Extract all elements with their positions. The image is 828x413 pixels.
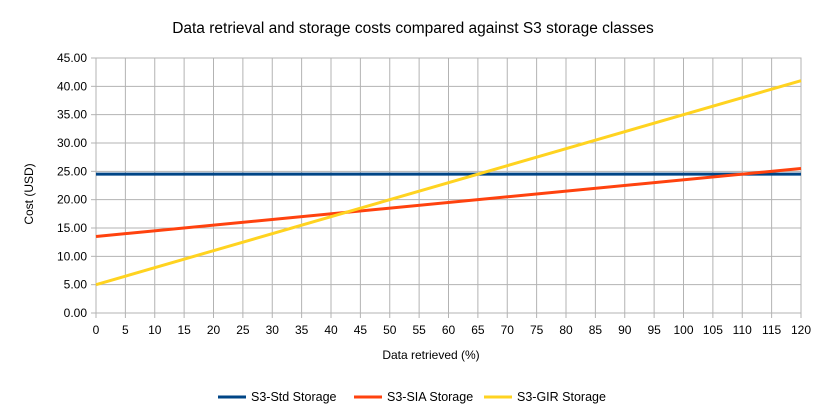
- series-line-3: [95, 79, 802, 287]
- legend-label: S3-Std Storage: [251, 390, 337, 404]
- x-tick-label: 115: [762, 323, 781, 337]
- x-tick-label: 50: [383, 323, 397, 337]
- y-tick-label: 15.00: [57, 221, 87, 235]
- y-tick-label: 5.00: [64, 278, 88, 292]
- legend-label: S3-SIA Storage: [387, 390, 473, 404]
- y-tick-label: 0.00: [64, 306, 88, 320]
- x-tick-label: 0: [93, 323, 100, 337]
- legend-label: S3-GIR Storage: [517, 390, 606, 404]
- y-tick-label: 35.00: [57, 108, 87, 122]
- x-tick-label: 105: [703, 323, 723, 337]
- y-tick-label: 45.00: [57, 51, 87, 65]
- x-tick-label: 80: [559, 323, 573, 337]
- x-tick-label: 15: [177, 323, 191, 337]
- x-tick-label: 90: [618, 323, 632, 337]
- x-tick-label: 35: [295, 323, 309, 337]
- y-tick-label: 10.00: [57, 249, 87, 263]
- x-tick-label: 110: [733, 323, 752, 337]
- y-tick-label: 25.00: [57, 164, 87, 178]
- legend: S3-Std Storage S3-SIA Storage S3-GIR Stora…: [218, 390, 606, 404]
- x-tick-label: 60: [442, 323, 456, 337]
- x-axis-title: Data retrieved (%): [382, 348, 479, 362]
- x-tick-label: 40: [324, 323, 338, 337]
- y-tick-label: 30.00: [57, 136, 87, 150]
- y-axis-title: Cost (USD): [22, 163, 36, 224]
- x-tick-label: 55: [412, 323, 426, 337]
- x-tick-label: 25: [236, 323, 250, 337]
- series-lines: [95, 79, 802, 287]
- series-line-2: [95, 167, 802, 238]
- axes: [91, 57, 802, 318]
- x-tick-label: 85: [589, 323, 603, 337]
- y-tick-labels: 0.00 5.00 10.00 15.00 20.00 25.00 30.00 35.00 40…: [57, 51, 87, 320]
- x-tick-label: 20: [207, 323, 221, 337]
- x-tick-label: 45: [354, 323, 368, 337]
- x-tick-label: 10: [148, 323, 162, 337]
- y-tick-label: 40.00: [57, 79, 87, 93]
- x-tick-label: 65: [471, 323, 485, 337]
- x-tick-label: 70: [501, 323, 515, 337]
- plot-area-border: [95, 57, 802, 314]
- chart-title: Data retrieval and storage costs compare…: [172, 20, 654, 37]
- x-tick-label: 75: [530, 323, 544, 337]
- x-tick-label: 30: [266, 323, 280, 337]
- x-tick-labels: 0 5 10 15 20 25 30 35 40 45 50 55 60 65 70 75 80 85 90 95 10…: [93, 323, 812, 337]
- x-tick-label: 95: [647, 323, 661, 337]
- y-tick-label: 20.00: [57, 193, 87, 207]
- x-tick-label: 5: [122, 323, 129, 337]
- x-tick-label: 120: [791, 323, 811, 337]
- x-tick-label: 100: [673, 323, 693, 337]
